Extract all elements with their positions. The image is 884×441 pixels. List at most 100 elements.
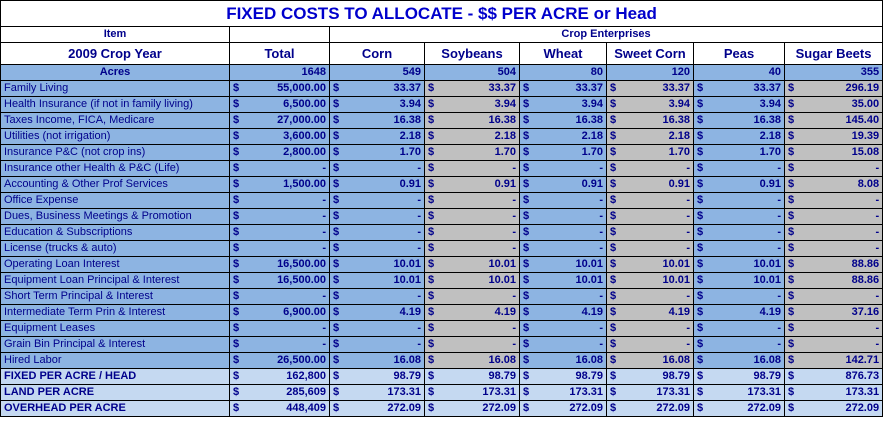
row-label: Taxes Income, FICA, Medicare bbox=[0, 112, 230, 129]
currency-symbol: $ bbox=[333, 306, 340, 318]
cell-corn: $2.18 bbox=[329, 128, 425, 145]
currency-symbol: $ bbox=[333, 162, 340, 174]
cell-sweet-corn: $2.18 bbox=[606, 128, 694, 145]
currency-symbol: $ bbox=[523, 306, 530, 318]
cell-value: 88.86 bbox=[851, 274, 880, 286]
currency-symbol: $ bbox=[523, 290, 530, 302]
cell-sweet-corn: $4.19 bbox=[606, 304, 694, 321]
currency-symbol: $ bbox=[788, 322, 795, 334]
currency-symbol: $ bbox=[428, 370, 435, 382]
cell-value: - bbox=[322, 338, 326, 350]
row-label: Office Expense bbox=[0, 192, 230, 209]
cell-corn: $ - bbox=[329, 320, 425, 337]
currency-symbol: $ bbox=[233, 274, 240, 286]
currency-symbol: $ bbox=[697, 290, 704, 302]
currency-symbol: $ bbox=[428, 402, 435, 414]
currency-symbol: $ bbox=[333, 370, 340, 382]
cell-wheat: $3.94 bbox=[519, 96, 607, 113]
currency-symbol: $ bbox=[610, 178, 617, 190]
currency-symbol: $ bbox=[788, 306, 795, 318]
cell-value: 3.94 bbox=[399, 98, 421, 110]
currency-symbol: $ bbox=[697, 258, 704, 270]
cell-peas: $ - bbox=[693, 320, 785, 337]
cell-wheat: $173.31 bbox=[519, 384, 607, 401]
currency-symbol: $ bbox=[233, 194, 240, 206]
currency-symbol: $ bbox=[697, 370, 704, 382]
cell-value: 173.31 bbox=[845, 386, 880, 398]
cell-value: - bbox=[875, 194, 880, 206]
currency-symbol: $ bbox=[523, 402, 530, 414]
row-label: Grain Bin Principal & Interest bbox=[0, 336, 230, 353]
cell-value: - bbox=[777, 290, 781, 302]
currency-symbol: $ bbox=[788, 386, 795, 398]
cell-value: - bbox=[599, 226, 603, 238]
currency-symbol: $ bbox=[697, 402, 704, 414]
cell-value: 162,800 bbox=[286, 370, 326, 382]
cell-peas: $16.08 bbox=[693, 352, 785, 369]
table-row: Family Living $55,000.00 $33.37 $33.37 $33.3… bbox=[0, 80, 884, 97]
cell-wheat: $272.09 bbox=[519, 400, 607, 417]
cell-value: - bbox=[875, 322, 880, 334]
cell-sweet-corn: $16.08 bbox=[606, 352, 694, 369]
currency-symbol: $ bbox=[788, 258, 795, 270]
cell-wheat: $10.01 bbox=[519, 272, 607, 289]
cell-value: 33.37 bbox=[575, 82, 603, 94]
row-label: Family Living bbox=[0, 80, 230, 97]
currency-symbol: $ bbox=[333, 210, 340, 222]
row-label: Insurance other Health & P&C (Life) bbox=[0, 160, 230, 177]
acres-peas: 40 bbox=[693, 64, 785, 81]
currency-symbol: $ bbox=[697, 178, 704, 190]
cell-value: 3.94 bbox=[759, 98, 781, 110]
cell-corn: $98.79 bbox=[329, 368, 425, 385]
cell-value: 16.08 bbox=[662, 354, 690, 366]
currency-symbol: $ bbox=[697, 130, 704, 142]
currency-symbol: $ bbox=[523, 98, 530, 110]
cell-total: $162,800 bbox=[229, 368, 330, 385]
cell-total: $ - bbox=[229, 192, 330, 209]
cell-value: - bbox=[512, 242, 516, 254]
cell-wheat: $4.19 bbox=[519, 304, 607, 321]
row-label: Dues, Business Meetings & Promotion bbox=[0, 208, 230, 225]
cell-value: - bbox=[599, 322, 603, 334]
cell-total: $3,600.00 bbox=[229, 128, 330, 145]
cell-value: - bbox=[322, 290, 326, 302]
currency-symbol: $ bbox=[333, 146, 340, 158]
cell-peas: $ - bbox=[693, 240, 785, 257]
cell-peas: $16.38 bbox=[693, 112, 785, 129]
cell-value: - bbox=[875, 210, 880, 222]
cell-value: - bbox=[417, 162, 421, 174]
cell-value: 4.19 bbox=[759, 306, 781, 318]
cell-sugar-beets: $88.86 bbox=[783, 272, 884, 289]
currency-symbol: $ bbox=[523, 386, 530, 398]
currency-symbol: $ bbox=[523, 146, 530, 158]
cell-soybeans: $4.19 bbox=[424, 304, 520, 321]
cell-sweet-corn: $ - bbox=[606, 208, 694, 225]
cell-peas: $ - bbox=[693, 160, 785, 177]
cell-value: 10.01 bbox=[488, 274, 516, 286]
cell-value: - bbox=[322, 162, 326, 174]
total-row: LAND PER ACRE $285,609 $173.31 $173.31 $173.… bbox=[0, 384, 884, 401]
acres-wheat: 80 bbox=[519, 64, 607, 81]
table-row: Equipment Leases $ - $ - $ - $ - $ - $ - $ - bbox=[0, 320, 884, 337]
cell-corn: $ - bbox=[329, 288, 425, 305]
currency-symbol: $ bbox=[788, 354, 795, 366]
cell-wheat: $ - bbox=[519, 224, 607, 241]
cell-value: 16.38 bbox=[753, 114, 781, 126]
cell-soybeans: $272.09 bbox=[424, 400, 520, 417]
cell-sugar-beets: $19.39 bbox=[783, 128, 884, 145]
column-header-wheat: Wheat bbox=[519, 42, 607, 65]
cell-value: 2,800.00 bbox=[283, 146, 326, 158]
cell-value: 10.01 bbox=[662, 274, 690, 286]
currency-symbol: $ bbox=[428, 98, 435, 110]
cell-wheat: $33.37 bbox=[519, 80, 607, 97]
currency-symbol: $ bbox=[610, 258, 617, 270]
currency-symbol: $ bbox=[788, 162, 795, 174]
currency-symbol: $ bbox=[333, 194, 340, 206]
column-header-corn: Corn bbox=[329, 42, 425, 65]
currency-symbol: $ bbox=[233, 210, 240, 222]
cell-sweet-corn: $ - bbox=[606, 160, 694, 177]
cell-sugar-beets: $142.71 bbox=[783, 352, 884, 369]
currency-symbol: $ bbox=[333, 322, 340, 334]
cell-value: 272.09 bbox=[387, 402, 421, 414]
cell-sweet-corn: $98.79 bbox=[606, 368, 694, 385]
